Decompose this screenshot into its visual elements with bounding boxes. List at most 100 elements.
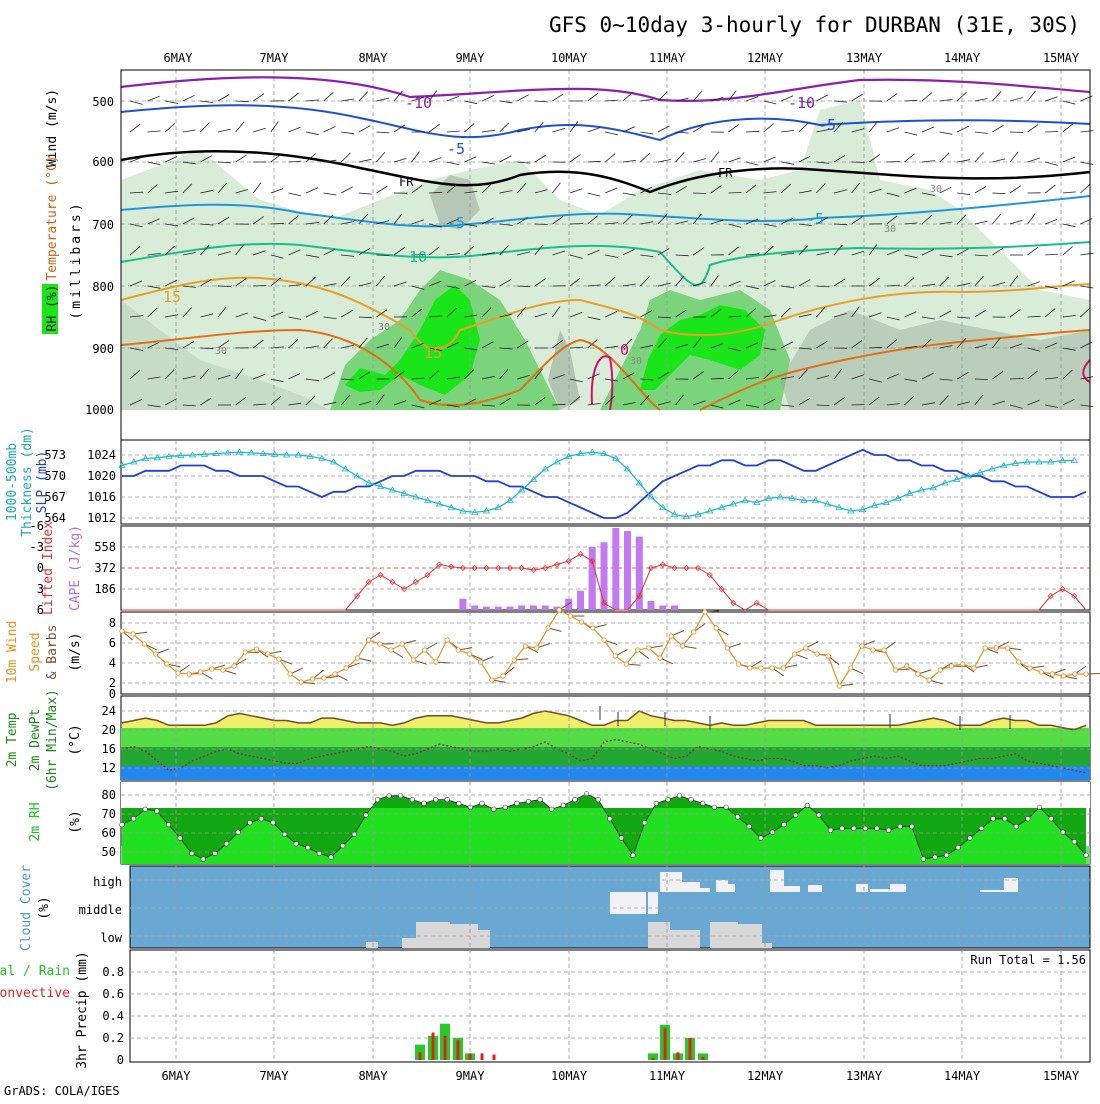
tick-label: 700 [92, 218, 114, 232]
wind-speed-point [210, 667, 214, 671]
wind-speed-point [153, 652, 157, 656]
precip-convective-bar [444, 1036, 447, 1060]
wind-barb [852, 405, 865, 406]
wind-speed-point [591, 626, 595, 630]
rh-point [851, 826, 856, 831]
cloud-high-block [808, 885, 822, 892]
wind-speed-point [546, 626, 550, 630]
precip-total-label: Total / Rain [0, 964, 70, 979]
wind-speed-point [905, 664, 909, 668]
contour-label: -10 [788, 94, 815, 112]
tick-label: 1020 [87, 469, 116, 483]
rh-point [306, 845, 311, 850]
wind-speed-point [826, 654, 830, 658]
rh-point [991, 817, 996, 822]
wind-speed-point [1039, 670, 1043, 674]
wind-speed-point [254, 647, 258, 651]
rh-point [259, 817, 264, 822]
bottom-date-label: 12MAY [747, 1069, 784, 1083]
wind-speed-point [411, 658, 415, 662]
cloud-high-block [770, 870, 784, 892]
cloud-high-block [784, 886, 800, 892]
rh-point [793, 813, 798, 818]
rh-point [248, 820, 253, 825]
wind-speed-point [949, 664, 953, 668]
band-mild [121, 728, 1090, 747]
cloud-low-block [762, 943, 772, 948]
tick-label: 16 [102, 742, 116, 756]
tick-label: 1016 [87, 490, 116, 504]
rh-point [817, 813, 822, 818]
tick-label: 0.4 [102, 1009, 124, 1023]
wind-speed-point [243, 650, 247, 654]
tick-label: 0 [117, 1053, 124, 1067]
wind-barb [728, 193, 741, 194]
wind10-label-4: (m/s) [68, 632, 83, 671]
wind-barb [535, 224, 548, 225]
rh-point [422, 801, 427, 806]
wind-speed-point [1028, 666, 1032, 670]
tick-label: 70 [102, 807, 116, 821]
cloud-label-2: (%) [37, 896, 52, 919]
contour-label: 15 [424, 344, 442, 362]
tick-label: 50 [102, 845, 116, 859]
contour-label: 30 [378, 322, 390, 333]
precip-axis-label: 3hr Precip (mm) [75, 951, 90, 1068]
cape-bar-peak [612, 528, 619, 610]
wind10-label-3: & Barbs [45, 625, 60, 680]
contour-label: 30 [630, 356, 642, 367]
wind-speed-point [142, 642, 146, 646]
precip-convective-bar [652, 1058, 655, 1060]
wind-speed-point [131, 632, 135, 636]
rh-point [515, 801, 520, 806]
wind-barb [1010, 132, 1023, 133]
top-date-label: 9MAY [456, 51, 486, 65]
cape-bar [459, 599, 466, 610]
rh-point [1049, 817, 1054, 822]
wind-speed-point [299, 680, 303, 684]
temperature-axis-label: Temperature (°C) [45, 155, 60, 280]
rh-point [1014, 824, 1019, 829]
wind-barb [887, 162, 900, 163]
wind-speed-point [501, 674, 505, 678]
wind-speed-point [221, 668, 225, 672]
wind-speed-point [781, 666, 785, 670]
rh-point [340, 843, 345, 848]
cloud-high-block [723, 884, 735, 892]
wind-speed-point [579, 620, 583, 624]
rh-point [898, 824, 903, 829]
contour-label: -5 [447, 214, 465, 232]
wind-barb [376, 255, 389, 256]
rh-point [433, 797, 438, 802]
thickness-slp-panel: 573 570 567 564 1024 1020 1016 1012 1000… [5, 427, 1090, 537]
bottom-date-label: 7MAY [260, 1069, 290, 1083]
tick-label: 372 [94, 561, 116, 575]
wind-barb [1010, 379, 1023, 380]
wind-speed-point [692, 630, 696, 634]
tick-label: 80 [102, 788, 116, 802]
rh-point [828, 828, 833, 833]
wind-speed-point [490, 678, 494, 682]
rh-point [468, 805, 473, 810]
cloud-high-block [660, 872, 682, 892]
cape-bar-peak [601, 542, 608, 610]
cloud-panel: high middle low Cloud Cover (%) [19, 865, 1090, 951]
wind-speed-point [366, 638, 370, 642]
wind-speed-point [333, 672, 337, 676]
cape-bar [530, 606, 537, 611]
rh-point [143, 807, 148, 812]
wind-speed-point [445, 638, 449, 642]
precip-convective-bar [457, 1040, 460, 1060]
rh-point [375, 797, 380, 802]
cloud-high-block [682, 882, 700, 892]
rh-point [747, 824, 752, 829]
rh-point [503, 805, 508, 810]
rh-point [654, 801, 659, 806]
cloud-low-block [366, 942, 378, 948]
precip-convective-bar [664, 1028, 667, 1060]
precip-convective-bar [419, 1052, 422, 1060]
wind-barb [218, 286, 231, 287]
rh-point [166, 822, 171, 827]
wind-speed-point [725, 646, 729, 650]
wind-speed-point [927, 678, 931, 682]
